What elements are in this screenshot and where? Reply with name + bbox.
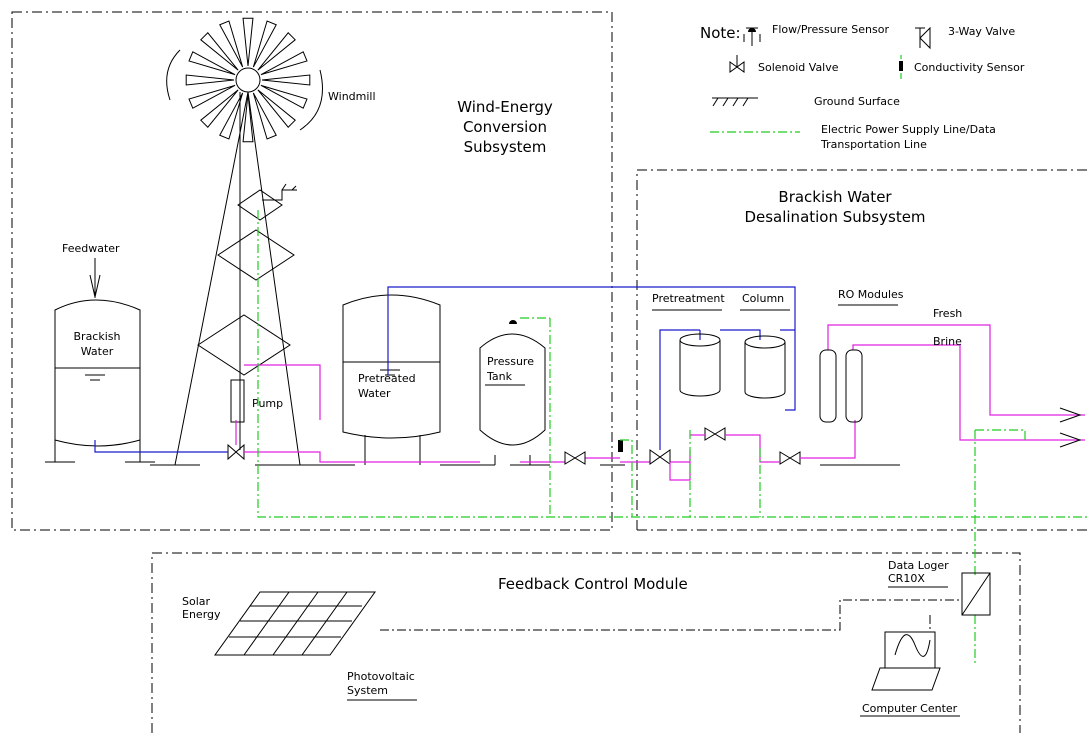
pressure-tank <box>480 334 545 465</box>
legend-label: Flow/Pressure Sensor <box>772 23 889 36</box>
blade <box>243 18 253 66</box>
windmill <box>186 18 310 142</box>
legend-label: 3-Way Valve <box>948 25 1015 38</box>
label: Water <box>358 387 391 400</box>
legend-label: Electric Power Supply Line/Data <box>821 123 996 136</box>
subsystem-title: Brackish Water <box>778 188 892 206</box>
label: CR10X <box>888 572 925 585</box>
blade <box>189 85 235 108</box>
desalination-equipment <box>846 350 862 422</box>
subsystem-title: Desalination Subsystem <box>744 208 925 226</box>
label: Computer Center <box>862 702 958 715</box>
brackish-tank <box>90 258 100 298</box>
blade <box>186 75 234 85</box>
feedback-module <box>872 632 940 690</box>
piping <box>388 287 795 410</box>
feedback-module: Feedback Control Module Data Loger CR10X… <box>182 559 990 716</box>
label: Pretreated <box>358 372 416 385</box>
label: System <box>347 684 388 697</box>
piping <box>618 440 623 452</box>
label: Energy <box>182 608 221 621</box>
label: Solar <box>182 595 211 608</box>
label: RO Modules <box>838 288 904 301</box>
subsystem-title: Subsystem <box>464 138 547 156</box>
pressure-tank: Pressure Tank <box>480 320 545 465</box>
piping <box>1060 408 1080 447</box>
desalination-equipment <box>680 334 720 396</box>
piping <box>670 325 1085 480</box>
legend <box>748 28 756 32</box>
pressure-tank <box>509 320 517 324</box>
subsystem-title: Conversion <box>463 118 547 136</box>
blade <box>201 33 238 70</box>
label: Fresh <box>933 307 962 320</box>
blade <box>220 21 243 67</box>
windmill <box>167 50 323 130</box>
blade <box>261 85 307 108</box>
feedback-module <box>215 592 375 655</box>
legend: Note: Flow/Pressure Sensor 3-Way Valve S… <box>700 23 1025 151</box>
blade <box>253 93 276 139</box>
brackish-tank: Feedwater Brackish Water <box>45 242 155 462</box>
blade <box>261 52 307 75</box>
label: Feedwater <box>62 242 120 255</box>
legend-label: Conductivity Sensor <box>914 61 1025 74</box>
blade <box>258 33 295 70</box>
legend <box>915 28 930 48</box>
legend <box>730 55 744 72</box>
blade <box>253 21 276 67</box>
pump <box>231 380 244 422</box>
legend-label: Ground Surface <box>814 95 900 108</box>
feedback-module <box>380 600 962 630</box>
blade <box>220 93 243 139</box>
label: Pressure <box>487 355 534 368</box>
label: Brackish <box>74 330 121 343</box>
desalination-equipment: Brackish Water Desalination Subsystem Pr… <box>652 188 962 422</box>
label: Windmill <box>328 90 376 103</box>
legend <box>712 98 758 106</box>
label: Tank <box>486 370 513 383</box>
label: Pump <box>252 397 283 410</box>
diagram: Note: Flow/Pressure Sensor 3-Way Valve S… <box>0 0 1087 733</box>
label: Pretreatment <box>652 292 725 305</box>
blade <box>189 52 235 75</box>
windmill <box>236 68 260 92</box>
desalination-equipment <box>745 336 785 398</box>
windmill <box>198 190 294 375</box>
legend <box>899 61 903 71</box>
blade <box>262 75 310 85</box>
pretreated-tank: Pretreated Water <box>343 295 440 465</box>
module-title: Feedback Control Module <box>498 575 688 593</box>
label: Water <box>81 345 114 358</box>
blade <box>258 90 295 127</box>
legend-note: Note: <box>700 24 741 42</box>
pump <box>228 445 244 459</box>
blade <box>201 90 238 127</box>
legend-label: Transportation Line <box>820 138 927 151</box>
legend-label: Solenoid Valve <box>758 61 839 74</box>
label: Brine <box>933 335 962 348</box>
label: Data Loger <box>888 559 949 572</box>
desalination-equipment <box>820 350 836 422</box>
subsystem-title: Wind-Energy <box>457 98 553 116</box>
label: Photovoltaic <box>347 670 415 683</box>
label: Column <box>742 292 784 305</box>
windmill <box>262 184 297 200</box>
brackish-tank <box>45 300 155 462</box>
piping <box>95 440 228 452</box>
